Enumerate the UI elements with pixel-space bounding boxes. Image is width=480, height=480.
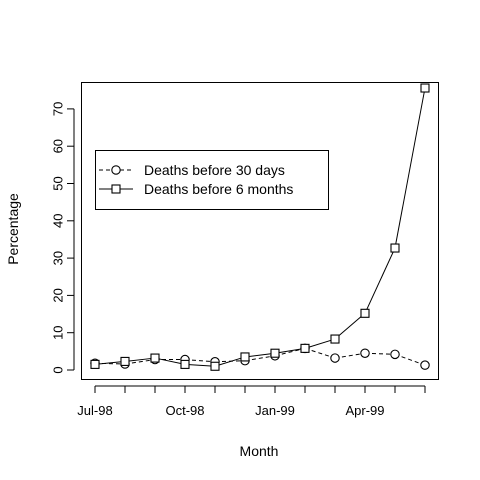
x-axis-label: Month (240, 443, 279, 459)
plot-frame (81, 82, 439, 380)
x-tick-label: Jul-98 (77, 403, 112, 418)
legend-marker-square (111, 184, 121, 194)
data-point-square (120, 356, 130, 366)
series-segment (124, 359, 156, 365)
series-segment (274, 347, 306, 354)
series-segment (184, 363, 216, 367)
series-segment (394, 353, 426, 366)
series-segment (334, 312, 366, 340)
data-point-circle (330, 353, 340, 363)
y-tick-label: 10 (51, 325, 66, 339)
data-point-square (150, 353, 160, 363)
x-tick-label: Apr-99 (345, 403, 384, 418)
x-axis: Jul-98 Oct-98 Jan-99 Apr-99 (77, 385, 426, 418)
y-axis: 0 10 20 30 40 50 60 70 (51, 102, 75, 374)
y-tick-label: 60 (51, 139, 66, 153)
data-point-square (330, 334, 340, 344)
series-segment (274, 347, 306, 357)
series-segment (364, 247, 396, 314)
legend: Deaths before 30 days Deaths before 6 mon… (95, 150, 329, 210)
data-point-square (300, 343, 310, 353)
y-tick-label: 30 (51, 251, 66, 265)
data-point-circle (390, 349, 400, 360)
data-point-square (270, 348, 280, 358)
series-segment (124, 357, 156, 362)
series-segment (364, 352, 396, 355)
series-deaths-6-months (90, 83, 430, 371)
series-segment (154, 357, 186, 365)
y-tick-label: 50 (51, 176, 66, 190)
series-segment (304, 347, 336, 359)
y-tick-label: 40 (51, 214, 66, 228)
series-segment (244, 352, 276, 358)
legend-marker-circle (111, 165, 121, 175)
data-point-square (420, 83, 430, 93)
y-tick-label: 0 (51, 366, 66, 373)
series-segment (94, 362, 126, 365)
y-axis-label: Percentage (5, 193, 21, 265)
legend-box (95, 150, 329, 210)
data-point-square (360, 308, 370, 318)
series-segment (304, 338, 336, 349)
y-tick-label: 20 (51, 288, 66, 302)
x-tick-label: Jan-99 (255, 403, 295, 418)
series-segment (334, 352, 366, 359)
y-tick-label: 70 (51, 102, 66, 116)
legend-label: Deaths before 30 days (144, 162, 285, 178)
series-segment (184, 359, 216, 363)
series-segment (394, 87, 426, 249)
series-deaths-30-days (90, 343, 430, 370)
x-tick-label: Oct-98 (165, 403, 204, 418)
data-point-square (90, 359, 100, 369)
legend-label: Deaths before 6 months (144, 181, 293, 197)
data-point-square (240, 352, 250, 362)
series-segment (244, 355, 276, 362)
series-layer (90, 83, 430, 371)
data-point-circle (360, 348, 370, 358)
series-segment (94, 360, 126, 365)
data-point-square (210, 361, 220, 371)
data-point-circle (420, 360, 430, 370)
series-segment (214, 356, 246, 367)
data-point-square (180, 359, 190, 369)
data-point-square (390, 243, 400, 253)
